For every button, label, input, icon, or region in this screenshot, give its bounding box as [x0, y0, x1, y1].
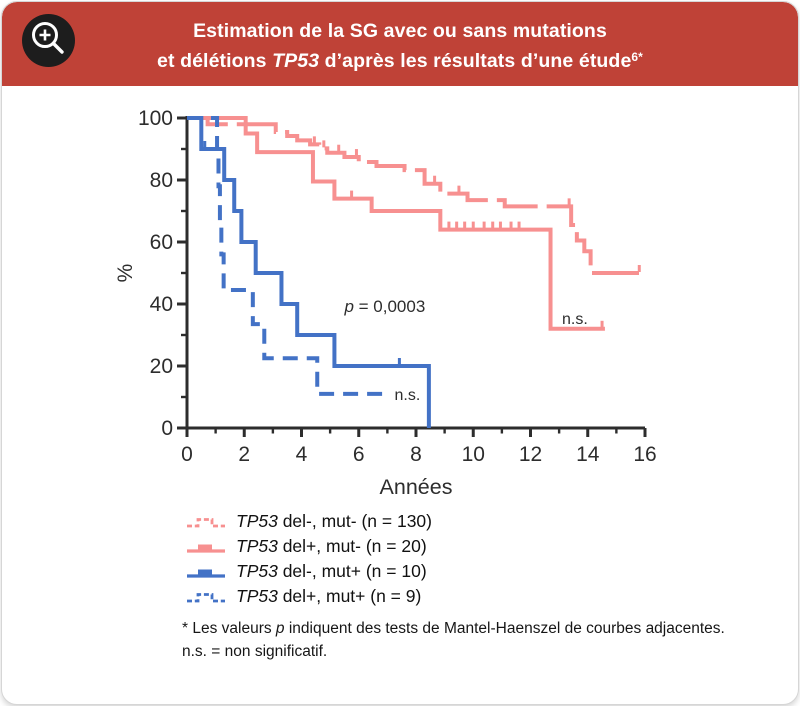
series-curve-2: [187, 116, 431, 428]
survival-chart: 0 2 4 6 8 10 12 14 16 0 20 40 60 80 100 Années% p = 0,00…: [87, 97, 707, 502]
x-tick-label: 14: [576, 443, 600, 466]
y-axis-label: %: [114, 264, 137, 283]
footnote: * Les valeurs p indiquent des tests de M…: [182, 617, 725, 663]
y-tick-label: 60: [150, 231, 173, 254]
title-reference-sup: 6*: [631, 50, 643, 64]
x-tick-label: 0: [181, 443, 193, 466]
series-curve-3: [187, 116, 388, 396]
x-tick-label: 6: [353, 443, 365, 466]
footnote-line1-italic: p: [275, 620, 285, 637]
x-tick-label: 4: [296, 443, 308, 466]
x-tick-label: 16: [633, 443, 656, 466]
footnote-line1-pre: * Les valeurs: [182, 620, 276, 637]
title-line2-pre: et délétions: [157, 50, 273, 72]
survival-chart-svg: 0 2 4 6 8 10 12 14 16 0 20 40 60 80 100 Années% p = 0,00…: [114, 107, 657, 499]
x-tick-label: 12: [519, 443, 542, 466]
chart-annotation: n.s.: [395, 387, 421, 404]
legend-marker-solid-icon: [187, 544, 225, 553]
x-tick-label: 8: [410, 443, 422, 466]
footnote-line1-post: indiquent des tests de Mantel-Haenszel d…: [284, 620, 725, 637]
title-line1: Estimation de la SG avec ou sans mutatio…: [193, 20, 607, 42]
chart-legend: TP53 del-, mut- (n = 130) TP53 del+, mut-…: [186, 509, 432, 609]
legend-marker-solid-icon: [187, 569, 225, 578]
chart-annotation: n.s.: [562, 311, 588, 328]
y-tick-label: 80: [150, 169, 173, 192]
series-curve-0: [187, 116, 644, 275]
title-line2-post: d’après les résultats d’une étude: [319, 50, 632, 72]
zoom-in-button[interactable]: [22, 14, 75, 67]
series-curve-1: [187, 116, 605, 331]
x-tick-label: 2: [238, 443, 250, 466]
legend-item: TP53 del-, mut+ (n = 10): [186, 559, 432, 584]
legend-label: TP53 del+, mut+ (n = 9): [236, 586, 422, 606]
y-tick-label: 0: [161, 417, 173, 440]
legend-item: TP53 del+, mut+ (n = 9): [186, 584, 432, 609]
y-tick-label: 20: [150, 355, 173, 378]
legend-marker-dashed-icon: [187, 592, 225, 602]
page-title: Estimation de la SG avec ou sans mutatio…: [2, 2, 798, 74]
title-line2-italic: TP53: [272, 50, 320, 72]
header-banner: Estimation de la SG avec ou sans mutatio…: [2, 2, 798, 86]
chart-annotation: p = 0,0003: [343, 297, 425, 316]
footnote-line2: n.s. = non significatif.: [182, 643, 328, 660]
legend-marker-dashed-icon: [187, 517, 225, 527]
footnote-line1: * Les valeurs p indiquent des tests de M…: [182, 617, 725, 640]
y-tick-label: 100: [138, 107, 173, 130]
legend-item: TP53 del-, mut- (n = 130): [186, 509, 432, 534]
legend-label: TP53 del-, mut- (n = 130): [236, 511, 432, 531]
legend-label: TP53 del+, mut- (n = 20): [236, 536, 427, 556]
legend-item: TP53 del+, mut- (n = 20): [186, 534, 432, 559]
y-tick-label: 40: [150, 293, 173, 316]
legend-label: TP53 del-, mut+ (n = 10): [236, 561, 427, 581]
x-axis-label: Années: [380, 475, 453, 499]
zoom-in-icon: [32, 22, 64, 54]
x-tick-label: 10: [462, 443, 485, 466]
